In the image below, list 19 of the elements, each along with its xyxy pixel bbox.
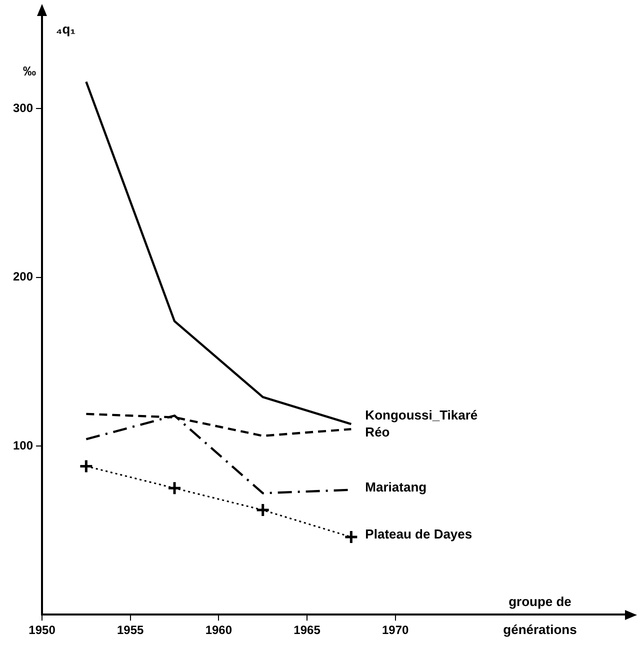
series-label: Mariatang: [365, 479, 427, 494]
series-label: Plateau de Dayes: [365, 526, 472, 542]
series-label: Kongoussi_Tikaré: [365, 408, 478, 423]
series-label: Réo: [365, 424, 390, 440]
y-axis-title: ₄q₁: [56, 22, 76, 37]
point: [344, 530, 358, 544]
x-tick-label: 1970: [382, 623, 410, 638]
x-axis-title: groupe de générations: [503, 594, 577, 638]
point: [256, 502, 270, 518]
text: ‰: [23, 64, 36, 79]
point: [167, 480, 182, 496]
x-tick-label: 1955: [117, 623, 144, 638]
y-tick-label: 200: [12, 270, 34, 284]
point: [78, 458, 94, 474]
x-tick-label: 1960: [205, 623, 232, 638]
x-tick-label: 1965: [294, 623, 321, 638]
x-tick-label: 1950: [28, 623, 56, 638]
y-tick-label: 300: [12, 101, 34, 116]
y-tick-label: 100: [12, 438, 34, 452]
